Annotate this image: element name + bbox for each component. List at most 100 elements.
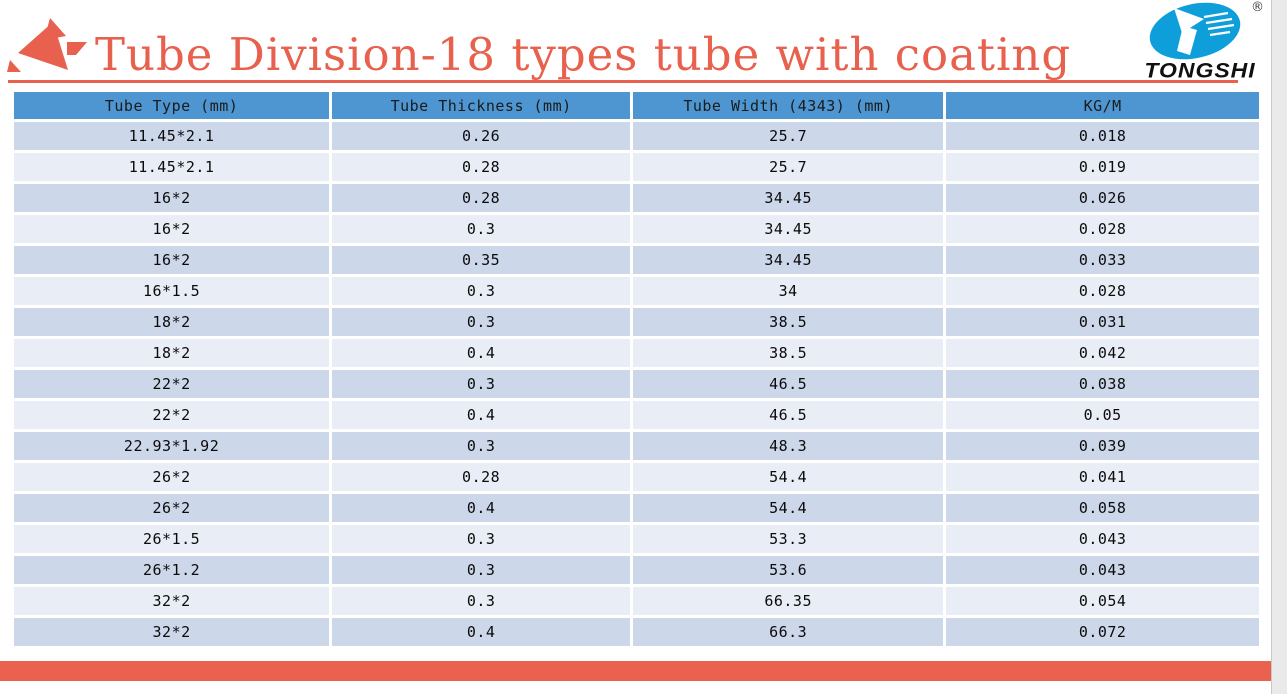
table-cell: 0.019 — [946, 153, 1259, 181]
column-header-1: Tube Type (mm) — [14, 92, 330, 119]
table-cell: 0.3 — [332, 277, 631, 305]
table-cell: 25.7 — [633, 122, 944, 150]
table-cell: 0.031 — [946, 308, 1259, 336]
red-triangles-icon — [7, 18, 87, 72]
table-cell: 0.05 — [946, 401, 1259, 429]
table-cell: 0.4 — [332, 618, 631, 646]
table-cell: 0.3 — [332, 215, 631, 243]
table-cell: 54.4 — [633, 463, 944, 491]
table-cell: 0.043 — [946, 525, 1259, 553]
table-row: 26*2 0.4 54.4 0.058 — [14, 494, 1259, 522]
table-cell: 66.35 — [633, 587, 944, 615]
table-row: 11.45*2.1 0.26 25.7 0.018 — [14, 122, 1259, 150]
table-row: 16*1.5 0.3 34 0.028 — [14, 277, 1259, 305]
table-cell: 26*1.2 — [14, 556, 330, 584]
table-cell: 16*1.5 — [14, 277, 330, 305]
table-cell: 38.5 — [633, 308, 944, 336]
table-cell: 0.4 — [332, 339, 631, 367]
table-cell: 22*2 — [14, 370, 330, 398]
table-cell: 11.45*2.1 — [14, 153, 330, 181]
table-cell: 0.039 — [946, 432, 1259, 460]
page-title: Tube Division-18 types tube with coating — [95, 28, 1072, 81]
table-cell: 11.45*2.1 — [14, 122, 330, 150]
table-cell: 16*2 — [14, 184, 330, 212]
table-cell: 0.35 — [332, 246, 631, 274]
table-cell: 0.26 — [332, 122, 631, 150]
table-row: 16*2 0.35 34.45 0.033 — [14, 246, 1259, 274]
table-row: 22*2 0.3 46.5 0.038 — [14, 370, 1259, 398]
table-cell: 0.028 — [946, 277, 1259, 305]
table-row: 32*2 0.4 66.3 0.072 — [14, 618, 1259, 646]
brand-logo: ® TONGSHI — [1128, 0, 1266, 86]
table-cell: 0.043 — [946, 556, 1259, 584]
table-cell: 32*2 — [14, 618, 330, 646]
scrollbar-track[interactable] — [1271, 0, 1287, 694]
table-row: 32*2 0.3 66.35 0.054 — [14, 587, 1259, 615]
table-cell: 26*2 — [14, 494, 330, 522]
registered-trademark-icon: ® — [1251, 0, 1264, 15]
table-cell: 0.3 — [332, 587, 631, 615]
table-cell: 38.5 — [633, 339, 944, 367]
table-row: 22*2 0.4 46.5 0.05 — [14, 401, 1259, 429]
column-header-4: KG/M — [946, 92, 1259, 119]
table-row: 16*2 0.3 34.45 0.028 — [14, 215, 1259, 243]
table-cell: 22*2 — [14, 401, 330, 429]
tongshi-arrow-icon — [1149, 2, 1241, 60]
tube-table: Tube Type (mm) Tube Thickness (mm) Tube Wi… — [11, 89, 1262, 649]
bottom-accent-bar — [0, 661, 1272, 681]
table-cell: 0.033 — [946, 246, 1259, 274]
table-cell: 0.28 — [332, 184, 631, 212]
table-cell: 0.054 — [946, 587, 1259, 615]
table-cell: 0.042 — [946, 339, 1259, 367]
table-cell: 0.3 — [332, 432, 631, 460]
table-cell: 0.072 — [946, 618, 1259, 646]
table-cell: 18*2 — [14, 339, 330, 367]
table-cell: 0.041 — [946, 463, 1259, 491]
table-cell: 26*1.5 — [14, 525, 330, 553]
table-cell: 34.45 — [633, 184, 944, 212]
table-cell: 0.038 — [946, 370, 1259, 398]
table-cell: 22.93*1.92 — [14, 432, 330, 460]
table-cell: 0.018 — [946, 122, 1259, 150]
table-cell: 16*2 — [14, 215, 330, 243]
table-cell: 66.3 — [633, 618, 944, 646]
table-row: 26*1.2 0.3 53.6 0.043 — [14, 556, 1259, 584]
table-cell: 0.3 — [332, 525, 631, 553]
table-row: 16*2 0.28 34.45 0.026 — [14, 184, 1259, 212]
table-cell: 0.4 — [332, 401, 631, 429]
table-cell: 0.026 — [946, 184, 1259, 212]
table-cell: 46.5 — [633, 401, 944, 429]
table-cell: 34.45 — [633, 215, 944, 243]
table-cell: 25.7 — [633, 153, 944, 181]
table-cell: 0.028 — [946, 215, 1259, 243]
brand-name: TONGSHI — [1144, 58, 1256, 82]
table-cell: 18*2 — [14, 308, 330, 336]
column-header-3: Tube Width (4343) (mm) — [633, 92, 944, 119]
table-cell: 54.4 — [633, 494, 944, 522]
table-cell: 34 — [633, 277, 944, 305]
table-body: 11.45*2.1 0.26 25.7 0.018 11.45*2.1 0.28 25.7 0… — [14, 122, 1259, 646]
table-row: 22.93*1.92 0.3 48.3 0.039 — [14, 432, 1259, 460]
table-cell: 48.3 — [633, 432, 944, 460]
table-row: 26*2 0.28 54.4 0.041 — [14, 463, 1259, 491]
table-cell: 26*2 — [14, 463, 330, 491]
table-row: 11.45*2.1 0.28 25.7 0.019 — [14, 153, 1259, 181]
table-cell: 0.3 — [332, 370, 631, 398]
table-row: 18*2 0.3 38.5 0.031 — [14, 308, 1259, 336]
table-cell: 0.28 — [332, 463, 631, 491]
column-header-2: Tube Thickness (mm) — [332, 92, 631, 119]
table-cell: 0.4 — [332, 494, 631, 522]
table-cell: 53.3 — [633, 525, 944, 553]
table-cell: 0.058 — [946, 494, 1259, 522]
table-row: 26*1.5 0.3 53.3 0.043 — [14, 525, 1259, 553]
table-cell: 34.45 — [633, 246, 944, 274]
table-cell: 0.3 — [332, 308, 631, 336]
table-header-row: Tube Type (mm) Tube Thickness (mm) Tube Wi… — [14, 92, 1259, 119]
table-cell: 0.28 — [332, 153, 631, 181]
table-cell: 53.6 — [633, 556, 944, 584]
title-underline — [8, 80, 1238, 83]
table-row: 18*2 0.4 38.5 0.042 — [14, 339, 1259, 367]
table-cell: 46.5 — [633, 370, 944, 398]
table-cell: 16*2 — [14, 246, 330, 274]
